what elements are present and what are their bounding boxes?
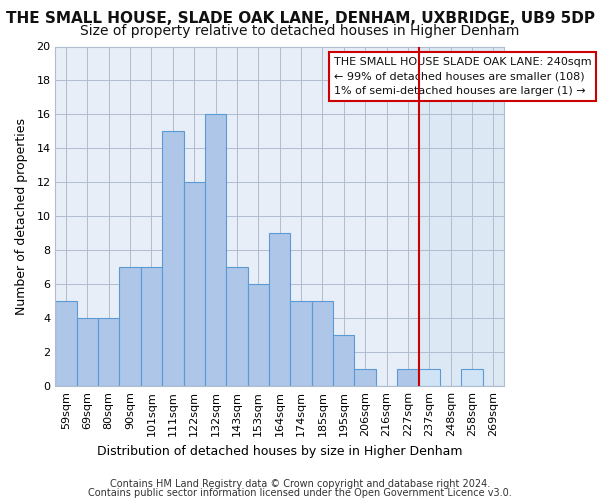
- X-axis label: Distribution of detached houses by size in Higher Denham: Distribution of detached houses by size …: [97, 444, 463, 458]
- Bar: [397, 369, 419, 386]
- Bar: [141, 268, 162, 386]
- Bar: [184, 182, 205, 386]
- Bar: [461, 369, 483, 386]
- Y-axis label: Number of detached properties: Number of detached properties: [15, 118, 28, 315]
- Bar: [333, 335, 355, 386]
- Text: Size of property relative to detached houses in Higher Denham: Size of property relative to detached ho…: [80, 24, 520, 38]
- Bar: [205, 114, 226, 386]
- Bar: [269, 234, 290, 386]
- Text: THE SMALL HOUSE SLADE OAK LANE: 240sqm
← 99% of detached houses are smaller (108: THE SMALL HOUSE SLADE OAK LANE: 240sqm ←…: [334, 56, 591, 96]
- Bar: [162, 132, 184, 386]
- Bar: [226, 268, 248, 386]
- Bar: [55, 302, 77, 386]
- Bar: [98, 318, 119, 386]
- Bar: [290, 302, 312, 386]
- Bar: [119, 268, 141, 386]
- Bar: [419, 46, 504, 386]
- Text: THE SMALL HOUSE, SLADE OAK LANE, DENHAM, UXBRIDGE, UB9 5DP: THE SMALL HOUSE, SLADE OAK LANE, DENHAM,…: [5, 11, 595, 26]
- Text: Contains HM Land Registry data © Crown copyright and database right 2024.: Contains HM Land Registry data © Crown c…: [110, 479, 490, 489]
- Bar: [248, 284, 269, 386]
- Bar: [355, 369, 376, 386]
- Bar: [419, 369, 440, 386]
- Bar: [312, 302, 333, 386]
- Bar: [77, 318, 98, 386]
- Text: Contains public sector information licensed under the Open Government Licence v3: Contains public sector information licen…: [88, 488, 512, 498]
